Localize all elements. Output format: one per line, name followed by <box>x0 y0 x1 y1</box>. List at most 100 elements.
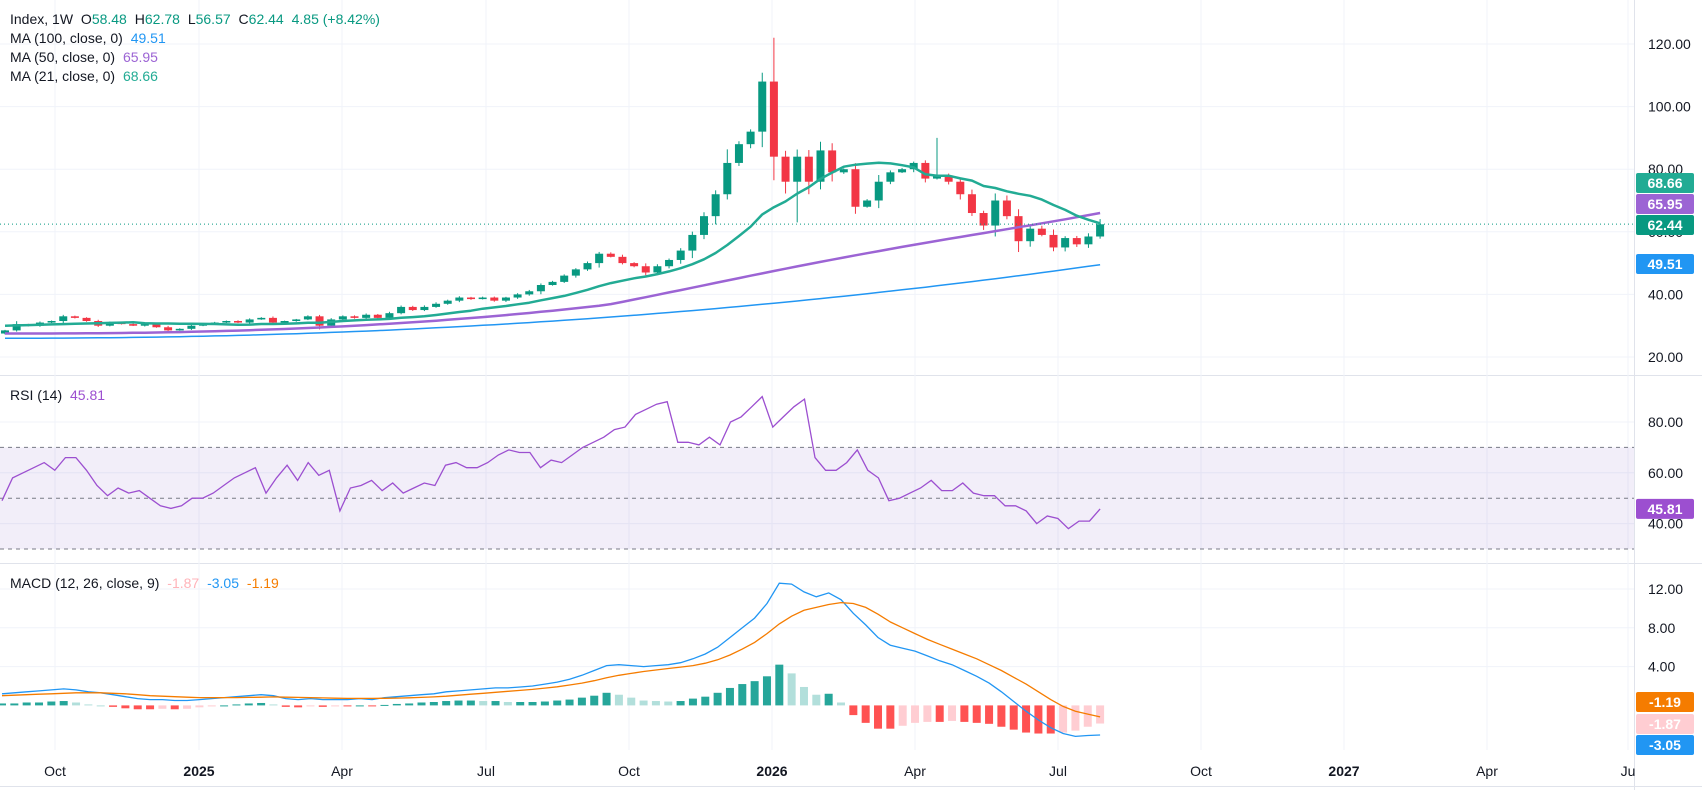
macd-histogram-bar <box>1059 705 1068 733</box>
candle-body <box>432 303 441 307</box>
ma100-line <box>5 263 1101 339</box>
macd-histogram-bar <box>183 705 192 709</box>
time-tick-label: Oct <box>1190 763 1212 779</box>
time-tick-label: Jul <box>1049 763 1067 779</box>
macd-histogram-bar <box>824 693 833 706</box>
candle-body <box>467 297 475 300</box>
candle-body <box>12 324 21 331</box>
macd-histogram-bar <box>269 704 278 706</box>
time-tick-label: Ju <box>1621 763 1636 779</box>
macd-histogram-bar <box>454 700 463 706</box>
time-tick-label: 2027 <box>1328 763 1359 779</box>
macd-histogram-bar <box>35 702 44 706</box>
macd-histogram-bar <box>812 694 821 706</box>
last-price-tag: 62.44 <box>1647 217 1682 233</box>
macd-histogram-bar <box>602 692 611 706</box>
main-legend: Index, 1W O58.48 H62.78 L56.57 C62.44 4.… <box>10 10 384 86</box>
ma21-price-tag-bg <box>1636 173 1694 193</box>
macd-histogram-bar <box>331 705 340 707</box>
candle-body <box>70 316 79 318</box>
close-label: C <box>238 11 249 27</box>
price-tick-label: 20.00 <box>1648 349 1683 365</box>
macd-histogram-bar <box>651 701 660 706</box>
macd-histogram-bar <box>10 703 19 706</box>
macd-histogram-bar <box>836 702 845 706</box>
macd-histogram-bar <box>146 705 155 710</box>
macd-line <box>1 582 1101 738</box>
candle-body <box>653 266 662 273</box>
candle-body <box>1049 234 1058 248</box>
macd-histogram-bar <box>479 701 488 706</box>
price-tick-label: 100.00 <box>1648 99 1691 115</box>
candle-body <box>665 259 674 267</box>
candle-body <box>303 316 312 320</box>
candle-body <box>746 131 755 145</box>
candle-body <box>59 316 68 322</box>
time-tick-label: Jul <box>477 763 495 779</box>
macd-histogram-bar <box>355 705 364 707</box>
macd-histogram-bar <box>133 705 142 710</box>
candle-body <box>373 314 382 318</box>
candle-body <box>676 250 685 260</box>
candle-body <box>630 263 639 267</box>
macd-histogram-bar <box>1009 705 1018 730</box>
macd-histogram-bar <box>96 705 105 707</box>
candle-body <box>641 266 650 273</box>
candle-body <box>385 313 394 318</box>
low-value: 56.57 <box>195 11 231 27</box>
rsi-legend: RSI (14) 45.81 <box>10 386 109 405</box>
ma50-price-tag-bg <box>1636 194 1694 214</box>
macd-histogram-bar <box>1071 705 1080 731</box>
macd-histogram-bar <box>725 687 734 706</box>
macd-histogram-bar <box>405 703 414 706</box>
macd-histogram-bar <box>281 705 290 707</box>
candle-body <box>723 162 732 195</box>
ma100-label: MA (100, close, 0) <box>10 30 123 46</box>
candle-body <box>839 169 848 173</box>
candle-body <box>711 194 720 217</box>
candle-body <box>140 324 149 326</box>
macd-histogram-bar <box>849 705 858 716</box>
candle-body <box>944 175 953 182</box>
macd-tick-label: 8.00 <box>1648 620 1675 636</box>
candle-body <box>571 269 580 276</box>
macd-histogram-bar <box>960 705 969 722</box>
macd-histogram-bar <box>997 705 1006 727</box>
ma50-label: MA (50, close, 0) <box>10 49 116 65</box>
price-tick-label: 40.00 <box>1648 286 1683 302</box>
macd-histogram-bar <box>47 701 56 706</box>
candle-body <box>47 321 56 323</box>
candle-body <box>734 144 743 163</box>
indicator-lines-layer <box>0 161 1634 738</box>
candle-body <box>455 297 464 301</box>
time-tick-label: Apr <box>331 763 353 779</box>
candle-body <box>338 316 347 320</box>
macd-histogram-bar <box>1046 705 1055 734</box>
macd-histogram-layer <box>0 664 1105 734</box>
ma21-label: MA (21, close, 0) <box>10 68 116 84</box>
open-value: 58.48 <box>91 11 127 27</box>
macd-histogram-bar <box>911 705 920 723</box>
candle-body <box>874 181 883 201</box>
candle-body <box>536 285 545 292</box>
candle-body <box>979 213 988 226</box>
macd-histogram-bar <box>540 701 549 706</box>
macd-legend: MACD (12, 26, close, 9) -1.87 -3.05 -1.1… <box>10 574 283 593</box>
macd-line-price-tag-bg <box>1636 735 1694 755</box>
macd-histogram-bar <box>688 698 697 706</box>
candle-body <box>828 150 837 173</box>
candle-body <box>560 275 569 282</box>
candle-body <box>292 319 301 322</box>
candle-body <box>863 200 872 207</box>
macd-histogram-bar <box>170 705 179 710</box>
macd-histogram-bar <box>392 703 401 706</box>
last-price-tag-bg <box>1636 215 1694 235</box>
macd-histogram-bar <box>1022 705 1031 733</box>
candle-body <box>1037 228 1046 235</box>
ma21-legend-row: MA (21, close, 0) 68.66 <box>10 67 384 86</box>
macd-histogram-bar <box>380 704 389 706</box>
open-label: O <box>80 11 92 27</box>
macd-histogram-bar <box>565 699 574 706</box>
